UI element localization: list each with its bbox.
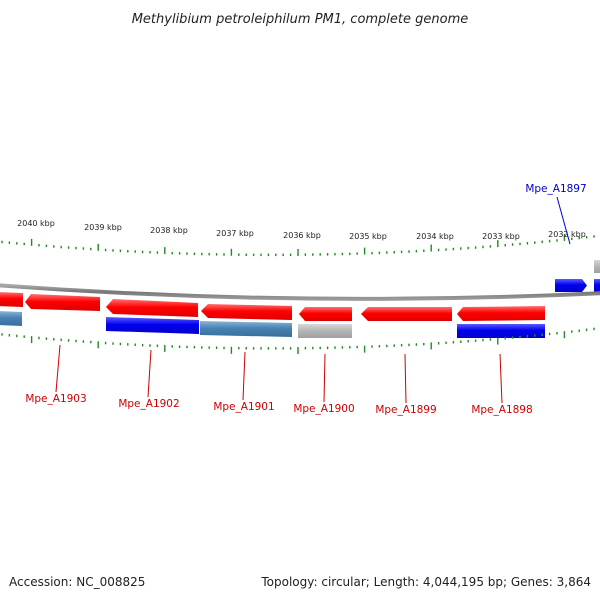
leader-line	[499, 353, 503, 404]
genome-backbone	[0, 283, 600, 301]
gene-label: Mpe_A1900	[293, 403, 354, 415]
gene-Mpe_A1901-arrow	[201, 304, 292, 320]
gene-label: Mpe_A1898	[471, 404, 532, 416]
scale-label: 2034 kbp	[416, 232, 454, 241]
gene-labels: Mpe_A1903 Mpe_A1902 Mpe_A1901 Mpe_A1900 …	[25, 183, 586, 416]
genome-summary: Topology: circular; Length: 4,044,195 bp…	[260, 575, 591, 589]
scale-label: 2039 kbp	[84, 223, 122, 232]
leader-line	[556, 196, 571, 245]
gene-Mpe_A1900-arrow	[299, 307, 352, 321]
gene-label: Mpe_A1902	[118, 398, 179, 410]
gene-label: Mpe_A1899	[375, 404, 436, 416]
scale-label: 2036 kbp	[283, 231, 321, 240]
scale-label: 2037 kbp	[216, 229, 254, 238]
gene-label: Mpe_A1903	[25, 393, 86, 405]
gene-block-blue	[457, 324, 545, 338]
gene-fragment-blue	[594, 279, 600, 292]
gene-label: Mpe_A1897	[525, 183, 586, 195]
forward-strand-genes	[0, 292, 545, 321]
gene-block-blue	[106, 317, 199, 334]
leader-line	[242, 351, 246, 401]
gene-arrow	[0, 292, 23, 307]
accession-label: Accession: NC_008825	[9, 575, 145, 589]
scale-label: 2040 kbp	[17, 219, 55, 228]
gene-block-steel	[0, 311, 22, 326]
gene-block-gray	[298, 324, 352, 338]
gene-Mpe_A1902-arrow	[106, 299, 198, 317]
reverse-strand-genes	[0, 311, 545, 338]
inner-tick-ring	[1, 327, 595, 354]
scale-labels: 2040 kbp 2039 kbp 2038 kbp 2037 kbp 2036…	[17, 219, 586, 241]
gene-Mpe_A1903-arrow	[25, 294, 100, 311]
gene-Mpe_A1898-arrow	[457, 306, 545, 321]
gene-Mpe_A1899-arrow	[361, 307, 452, 321]
scale-label: 2033 kbp	[482, 232, 520, 241]
gene-block-steel	[200, 321, 292, 337]
gene-label: Mpe_A1901	[213, 401, 274, 413]
map-title: Methylibium petroleiphilum PM1, complete…	[132, 12, 469, 27]
leader-line	[404, 353, 407, 404]
label-leaders	[55, 196, 571, 404]
scale-label: 2035 kbp	[349, 232, 387, 241]
gene-fragment-gray	[594, 260, 600, 273]
scale-label: 2038 kbp	[150, 226, 188, 235]
leader-line	[55, 344, 61, 393]
outer-tick-ring	[1, 233, 595, 257]
gene-Mpe_A1897-arrow	[555, 279, 587, 292]
leader-line	[323, 353, 326, 403]
leader-line	[147, 349, 152, 398]
